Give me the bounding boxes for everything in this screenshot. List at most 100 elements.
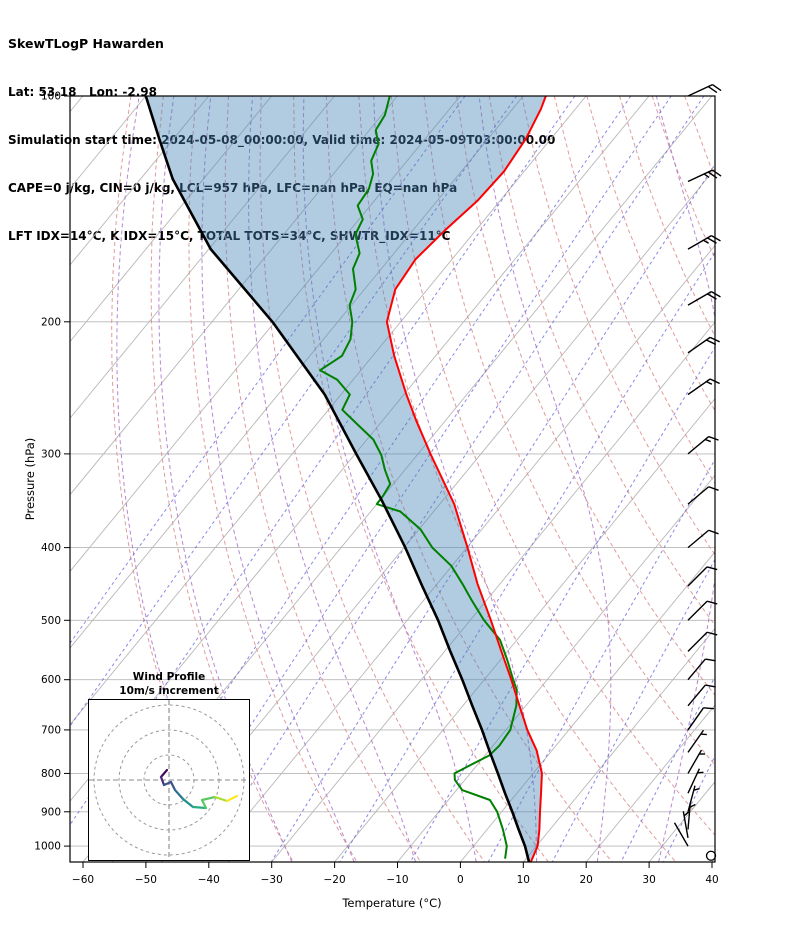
isotherm-line (145, 168, 715, 862)
y-tick-label: 800 (41, 768, 61, 780)
x-tick-label: 0 (457, 874, 464, 886)
wind-barb (687, 435, 719, 455)
isotherm-line (70, 96, 398, 496)
wind-barb (687, 290, 721, 306)
hodograph-ring (143, 754, 195, 806)
hodograph-trace-segment (225, 794, 239, 803)
isotherm-line (70, 96, 524, 649)
mixing-ratio-line (551, 558, 715, 862)
isotherm-line (70, 96, 587, 726)
dry-adiabat-line (553, 96, 715, 485)
profile-curves (144, 96, 547, 862)
hodograph-ring (93, 704, 245, 856)
x-tick-label: −20 (324, 874, 346, 886)
y-tick-label: 200 (41, 316, 61, 328)
dewpoint-curve (319, 96, 518, 859)
mixing-ratio-line (270, 163, 715, 862)
hodograph-title: Wind Profile (132, 671, 206, 683)
wind-barb (682, 811, 690, 838)
y-tick-label: 700 (41, 724, 61, 736)
mixing-ratio-line (161, 96, 672, 862)
wind-barb (687, 336, 720, 354)
wind-barb (687, 729, 707, 753)
wind-barb (687, 169, 722, 183)
isotherm-line (648, 781, 715, 862)
isotherm-line (70, 96, 272, 343)
dry-adiabat-line (259, 96, 485, 862)
dry-adiabat-line (651, 96, 715, 260)
wind-barb (673, 822, 689, 847)
hodograph-subtitle: 10m/s increment (119, 685, 219, 697)
hodograph-trace-segment (181, 797, 195, 809)
wind-barb (687, 658, 716, 681)
wind-barb (687, 235, 721, 250)
mixing-ratio-line (111, 96, 632, 862)
wind-barb (687, 768, 704, 794)
hodograph-trace-segment (159, 768, 169, 779)
moist-adiabat-line (201, 96, 355, 862)
x-tick-label: 30 (642, 874, 655, 886)
dry-adiabat-line (488, 96, 715, 626)
hodograph-trace-segment (159, 775, 166, 787)
moist-adiabat-line (478, 96, 612, 862)
dry-adiabat-line (111, 96, 230, 862)
hodograph-inset: Wind Profile 10m/s increment (88, 670, 250, 865)
wind-barb (687, 378, 720, 396)
hodograph-ring (118, 729, 220, 831)
parcel-curve (144, 96, 531, 862)
x-tick-label: 40 (705, 874, 718, 886)
dry-adiabat-line (325, 96, 613, 862)
x-tick-label: 20 (580, 874, 593, 886)
isotherm-line (70, 96, 335, 419)
axes-frame (69, 95, 716, 863)
isotherm-line (585, 704, 715, 862)
isotherm-line (271, 321, 715, 862)
moist-adiabat-line (302, 96, 477, 862)
dry-adiabat-line (293, 96, 549, 862)
wind-barb (687, 529, 719, 549)
dry-adiabat-line (456, 96, 715, 697)
hodograph-trace-segment (169, 780, 177, 792)
x-tick-label: 10 (517, 874, 530, 886)
wind-barbs (673, 83, 722, 861)
isotherm-line (334, 397, 715, 862)
y-tick-label: 400 (41, 542, 61, 554)
header-indices-2: LFT IDX=14°C, K IDX=15°C, TOTAL TOTS=34°… (8, 229, 450, 243)
hodograph-trace-segment (200, 798, 208, 810)
isotherm-line (70, 96, 210, 266)
shaded-area (145, 96, 546, 862)
wind-barb (687, 684, 716, 707)
wind-barb (687, 486, 719, 505)
dry-adiabat-line (150, 96, 294, 862)
isotherm-line (522, 627, 715, 862)
mixing-ratio-line (662, 754, 715, 862)
dry-adiabat-line (224, 96, 422, 862)
dry-adiabat-line (390, 96, 715, 836)
hodograph-trace-segment (162, 780, 173, 787)
figure-title: SkewTLogP Hawarden (8, 36, 164, 51)
dry-adiabat-line (717, 96, 794, 862)
wind-barb (687, 802, 696, 830)
wind-barb (687, 600, 718, 621)
y-tick-label: 600 (41, 674, 61, 686)
wind-barb (687, 631, 718, 652)
dry-adiabat-line (684, 96, 715, 179)
moist-adiabat-line (248, 96, 416, 862)
hodograph-trace-segment (200, 795, 217, 802)
header-times: Simulation start time: 2024-05-08_00:00:… (8, 133, 555, 147)
wind-barb (687, 785, 700, 812)
mixing-ratio-line (70, 96, 518, 728)
wind-barb (687, 707, 715, 731)
wind-barb (687, 566, 718, 587)
header-indices-1: CAPE=0 j/kg, CIN=0 j/kg, LCL=957 hPa, LF… (8, 181, 457, 195)
moist-adiabat-line (158, 96, 293, 862)
y-tick-label: 100 (41, 91, 61, 103)
wind-barb (687, 83, 722, 97)
figure-header: SkewTLogP Hawarden Lat: 53.18 Lon: -2.98… (8, 4, 555, 276)
wind-barb (687, 749, 706, 774)
mixing-ratio-line (409, 346, 715, 862)
x-tick-label: −40 (198, 874, 220, 886)
